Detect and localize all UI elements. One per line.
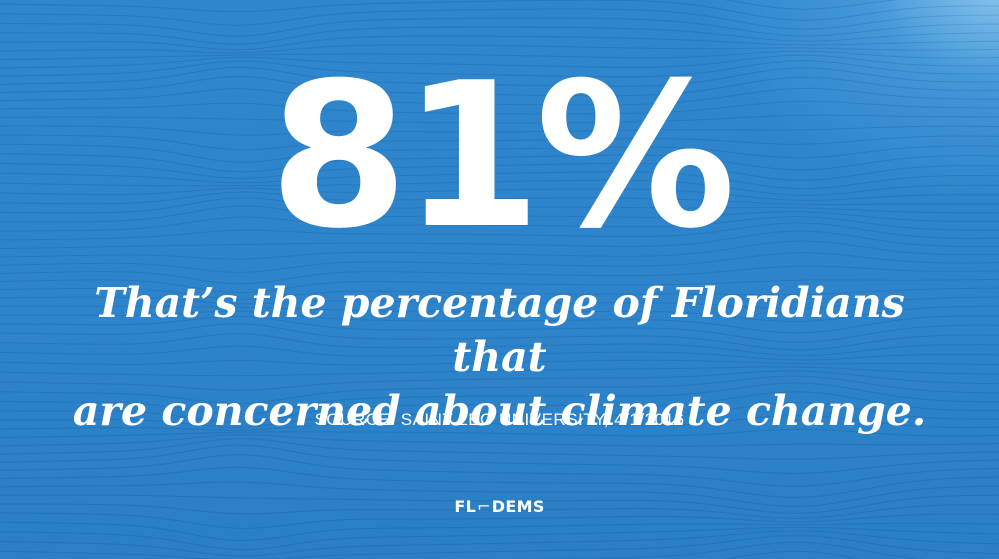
- wave-line: [0, 296, 999, 310]
- wave-line: [0, 305, 999, 323]
- wave-line: [0, 171, 999, 190]
- wave-line: [0, 278, 999, 294]
- wave-line: [0, 402, 999, 428]
- wave-line: [0, 187, 999, 201]
- wave-line: [723, 0, 899, 10]
- logo-text-left: FL: [454, 497, 477, 516]
- wave-line: [0, 535, 999, 559]
- wave-line: [0, 76, 999, 97]
- logo-bracket-mark: ⌐: [477, 497, 491, 516]
- wave-line: [0, 240, 999, 260]
- wave-line: [0, 375, 999, 404]
- wave-line: [0, 323, 999, 351]
- wave-line: [0, 179, 999, 196]
- wave-line: [0, 265, 999, 285]
- wave-line: [0, 205, 999, 223]
- fla-dems-logo: FL⌐DEMS: [0, 496, 999, 518]
- wave-line: [0, 466, 999, 498]
- wave-line: [0, 0, 999, 21]
- wave-line: [0, 315, 999, 343]
- wave-line: [0, 197, 999, 214]
- wave-line: [0, 125, 999, 136]
- wave-line: [721, 550, 863, 559]
- wave-line: [0, 87, 999, 106]
- wave-line: [0, 428, 999, 438]
- wave-line: [0, 54, 999, 69]
- wave-line: [0, 333, 999, 357]
- wave-line: [0, 391, 999, 423]
- wave-line: [0, 526, 999, 551]
- wave-line: [0, 50, 999, 61]
- wave-line: [0, 17, 999, 37]
- wave-line: [0, 382, 999, 415]
- wave-line: [0, 162, 999, 181]
- wave-line: [0, 530, 999, 557]
- wave-line: [0, 444, 999, 474]
- wave-line: [0, 252, 999, 273]
- wave-line: [0, 366, 999, 377]
- wave-line: [0, 454, 999, 487]
- wave-line: [0, 481, 999, 507]
- wave-line: [0, 370, 999, 391]
- wave-line: [0, 434, 999, 447]
- wave-line: [0, 26, 999, 45]
- wave-line: [0, 216, 999, 232]
- wave-line: [0, 310, 999, 334]
- wave-line: [0, 153, 999, 173]
- wave-line: [0, 521, 999, 542]
- wave-line: [0, 35, 999, 51]
- wave-line: [0, 66, 999, 87]
- wave-line: [0, 230, 999, 250]
- wave-line: [0, 143, 999, 163]
- wave-line: [0, 60, 999, 78]
- wave-line: [0, 8, 999, 30]
- logo-text-right: DEMS: [491, 497, 545, 516]
- wave-line: [0, 438, 999, 460]
- wave-line: [0, 359, 999, 366]
- wave-line: [0, 494, 999, 514]
- headline-statistic: 81%: [269, 40, 736, 273]
- wave-line: [0, 503, 999, 519]
- wave-line: [0, 191, 999, 206]
- wave-line: [0, 222, 999, 241]
- wave-line: [0, 287, 999, 300]
- wave-line: [0, 44, 999, 54]
- caption: That’s the percentage of Floridians that…: [60, 276, 939, 438]
- wave-line: [0, 114, 999, 124]
- wave-line: [0, 345, 999, 361]
- caption-line-2: are concerned about climate change.: [72, 387, 927, 435]
- wave-line: [0, 512, 999, 529]
- wave-line: [0, 414, 999, 431]
- caption-line-1: That’s the percentage of Floridians that: [94, 279, 905, 381]
- wave-line: [0, 100, 999, 115]
- source-citation: SOURCE: SAINT LEO UNIVERSITY, 4/1/2016: [314, 410, 685, 429]
- wave-line: [0, 134, 999, 151]
- wave-line: [503, 541, 925, 559]
